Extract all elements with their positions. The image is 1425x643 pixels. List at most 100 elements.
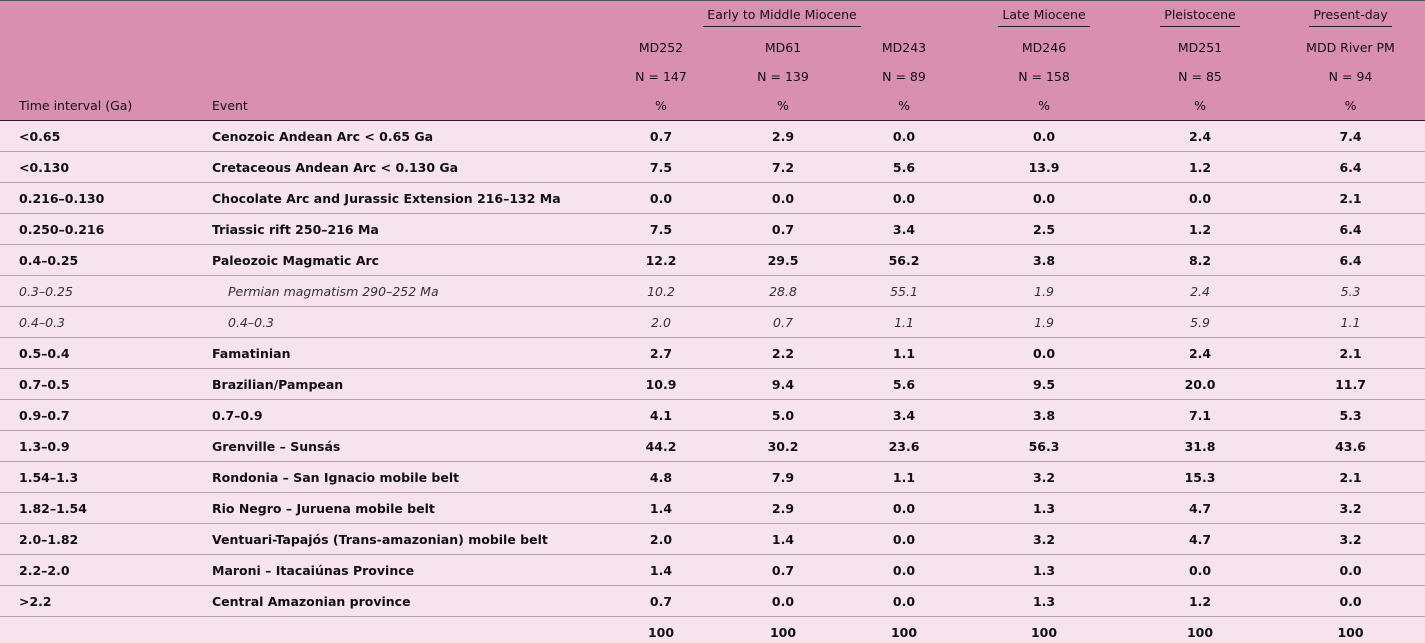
table-row: 0.9–0.7 0.7–0.9 4.1 5.0 3.4 3.8 7.1 5.3 (0, 399, 1425, 431)
header-row: MD252 MD61 MD243 MD246 MD251 MDD River PM (0, 33, 1425, 62)
unit-label: % (722, 91, 844, 121)
percentage: 2.9 (722, 120, 844, 152)
percentage: 1.1 (844, 306, 965, 338)
percentage: 0.0 (964, 337, 1125, 369)
percentage: 2.1 (1276, 461, 1425, 493)
event: Cenozoic Andean Arc < 0.65 Ga (205, 120, 600, 152)
percentage: 1.1 (1276, 306, 1425, 338)
percentage: 7.9 (722, 461, 844, 493)
percentage: 2.4 (1124, 337, 1277, 369)
event: Grenville – Sunsás (205, 430, 600, 462)
percentage: 0.0 (722, 585, 844, 617)
percentage: 0.0 (964, 120, 1125, 152)
event: Brazilian/Pampean (205, 368, 600, 400)
table-row: 1.54–1.3 Rondonia – San Ignacio mobile be… (0, 461, 1425, 493)
percentage: 43.6 (1276, 430, 1425, 462)
table-row: 1.3–0.9 Grenville – Sunsás 44.2 30.2 23.6 56.… (0, 430, 1425, 462)
sample-name: MDD River PM (1306, 40, 1395, 55)
group-label: Present-day (1309, 7, 1392, 27)
group-header: Early to Middle Miocene (600, 1, 964, 34)
event: Cretaceous Andean Arc < 0.130 Ga (205, 151, 600, 183)
percentage: 0.0 (844, 523, 965, 555)
unit-label: % (964, 91, 1125, 121)
time-interval: 0.3–0.25 (0, 275, 205, 307)
sample-count: N = 147 (635, 69, 687, 84)
table-row: 1.82–1.54 Rio Negro – Juruena mobile belt… (0, 492, 1425, 524)
event: Central Amazonian province (205, 585, 600, 617)
total: 100 (964, 616, 1125, 643)
event: Rio Negro – Juruena mobile belt (205, 492, 600, 524)
total: 100 (1276, 616, 1425, 643)
percentage: 2.5 (964, 213, 1125, 245)
event: 0.7–0.9 (205, 399, 600, 431)
percentage: 29.5 (722, 244, 844, 276)
percentage: 2.4 (1124, 275, 1277, 307)
percentage: 5.3 (1276, 275, 1425, 307)
percentage: 10.2 (600, 275, 722, 307)
event: 0.4–0.3 (205, 306, 600, 338)
percentage: 20.0 (1124, 368, 1277, 400)
header-row: Early to Middle Miocene Late Miocene Pleis… (0, 0, 1425, 34)
event: Rondonia – San Ignacio mobile belt (205, 461, 600, 493)
percentage: 55.1 (844, 275, 965, 307)
percentage: 1.3 (964, 492, 1125, 524)
header-row: Time interval (Ga) Event%%%%%% (0, 91, 1425, 121)
percentage: 3.8 (964, 399, 1125, 431)
sample-name: MD246 (1021, 40, 1067, 55)
percentage: 1.4 (600, 492, 722, 524)
sample-name: MD243 (881, 40, 927, 55)
percentage: 0.0 (844, 585, 965, 617)
event: Ventuari-Tapajós (Trans-amazonian) mobil… (205, 523, 600, 555)
header-cell (0, 33, 205, 62)
percentage: 4.7 (1124, 492, 1277, 524)
percentage: 7.5 (600, 151, 722, 183)
time-interval: 0.250–0.216 (0, 213, 205, 245)
header-cell (0, 62, 205, 91)
table-cell (0, 616, 205, 643)
percentage: 30.2 (722, 430, 844, 462)
unit-label: % (600, 91, 722, 121)
percentage: 1.1 (844, 461, 965, 493)
header-cell (205, 62, 600, 91)
percentage: 28.8 (722, 275, 844, 307)
time-interval: 1.82–1.54 (0, 492, 205, 524)
table-body: <0.65 Cenozoic Andean Arc < 0.65 Ga 0.7 2.9… (0, 120, 1425, 643)
time-interval: 0.4–0.3 (0, 306, 205, 338)
sample-count: N = 158 (1018, 69, 1070, 84)
event: Permian magmatism 290–252 Ma (205, 275, 600, 307)
percentage: 7.4 (1276, 120, 1425, 152)
percentage: 10.9 (600, 368, 722, 400)
percentage: 2.9 (722, 492, 844, 524)
sample-count: N = 94 (1328, 69, 1373, 84)
table-row: 0.250–0.216 Triassic rift 250–216 Ma 7.5 0.… (0, 213, 1425, 245)
percentage: 1.9 (964, 306, 1125, 338)
percentage: 23.6 (844, 430, 965, 462)
table-row: <0.65 Cenozoic Andean Arc < 0.65 Ga 0.7 2.9… (0, 120, 1425, 152)
table-row: 0.4–0.3 0.4–0.3 2.0 0.7 1.1 1.9 5.9 1.1 (0, 306, 1425, 338)
percentage: 1.2 (1124, 151, 1277, 183)
percentage: 1.2 (1124, 585, 1277, 617)
percentage: 0.7 (600, 585, 722, 617)
percentage: 5.9 (1124, 306, 1277, 338)
group-label: Late Miocene (998, 7, 1090, 27)
percentage: 0.7 (722, 213, 844, 245)
time-interval: 1.3–0.9 (0, 430, 205, 462)
table-row: 2.0–1.82 Ventuari-Tapajós (Trans-amazonia… (0, 523, 1425, 555)
unit-label: % (1124, 91, 1277, 121)
group-header: Pleistocene (1124, 1, 1276, 34)
header-cell (0, 1, 205, 34)
sample-name: MD251 (1177, 40, 1223, 55)
percentage: 1.2 (1124, 213, 1277, 245)
column-label: Time interval (Ga) (0, 91, 205, 121)
percentage: 4.8 (600, 461, 722, 493)
table-header: Early to Middle Miocene Late Miocene Pleis… (0, 0, 1425, 121)
time-interval: 0.216–0.130 (0, 182, 205, 214)
percentage: 2.0 (600, 523, 722, 555)
percentage: 4.1 (600, 399, 722, 431)
group-label: Early to Middle Miocene (703, 7, 861, 27)
percentage: 7.5 (600, 213, 722, 245)
percentage: 3.4 (844, 399, 965, 431)
